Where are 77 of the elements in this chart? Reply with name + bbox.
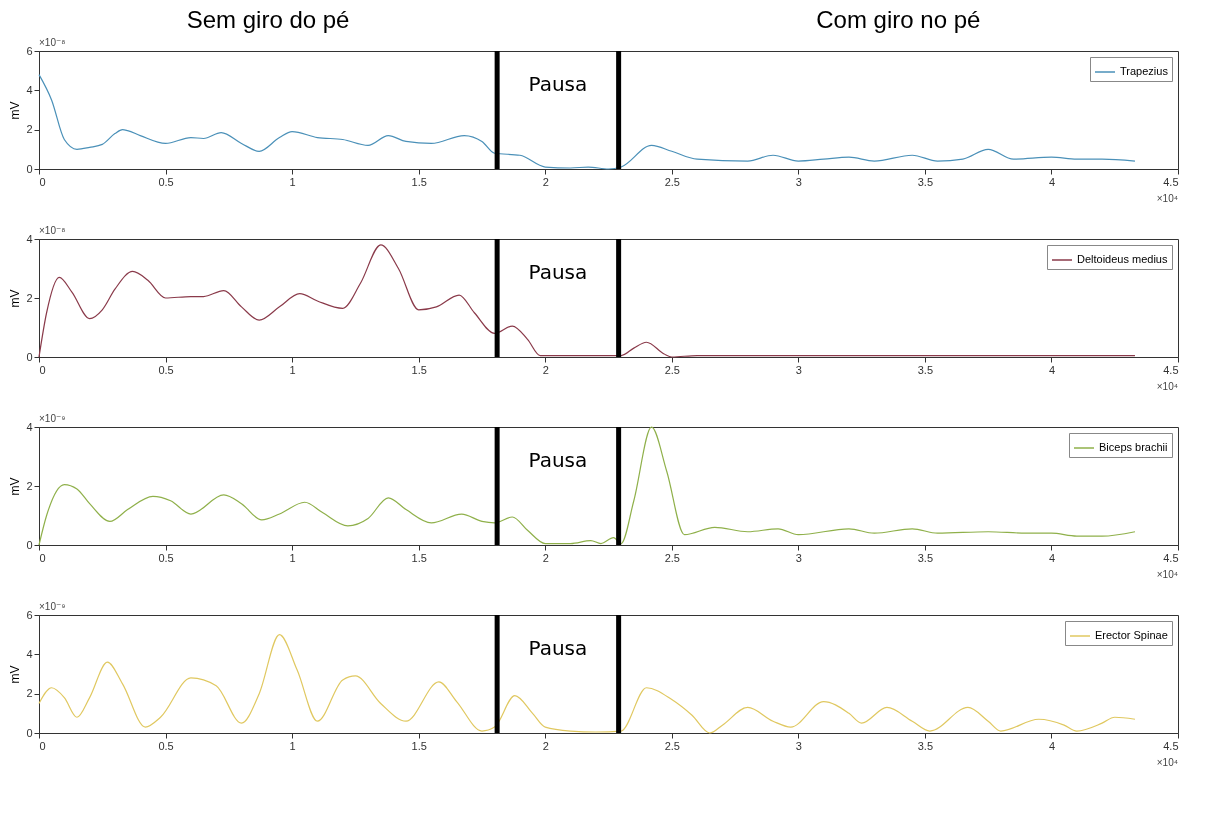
- annotation: Pausa: [528, 260, 588, 284]
- x-tick-label: 0.5: [158, 175, 174, 188]
- legend-label: Biceps brachii: [1099, 441, 1168, 453]
- text: ×10⁻⁹: [39, 601, 66, 612]
- x-tick-label: 1.5: [411, 175, 427, 188]
- x-tick-label: 0.5: [158, 739, 174, 752]
- x-tick-label: 0: [39, 739, 46, 752]
- x-tick-label: 2.5: [664, 363, 680, 376]
- text: Com giro no pé: [816, 6, 981, 33]
- annotation: Pausa: [528, 448, 588, 472]
- x-tick-label: 4.5: [1163, 175, 1179, 188]
- x-tick-label: 3.5: [917, 175, 934, 188]
- x-tick-label: 3: [795, 551, 802, 564]
- x-tick-label: 0.5: [158, 363, 174, 376]
- legend-label: Erector Spinae: [1095, 629, 1168, 641]
- y-tick-label: 6: [26, 608, 33, 621]
- y-axis-title: mV: [8, 289, 23, 308]
- text: Sem giro do pé: [186, 6, 350, 33]
- y-axis-title: mV: [8, 477, 23, 496]
- x-tick-label: 4.5: [1163, 739, 1179, 752]
- x-tick-label: 1: [289, 551, 296, 564]
- y-tick-label: 4: [26, 420, 33, 433]
- x-tick-label: 1.5: [411, 363, 427, 376]
- y-tick-label: 6: [26, 44, 33, 57]
- x-tick-label: 2: [542, 175, 549, 188]
- x-tick-label: 0: [39, 175, 46, 188]
- text: ×10⁻⁸: [39, 37, 66, 48]
- y-axis-title: mV: [8, 101, 23, 120]
- annotation: Pausa: [528, 72, 588, 96]
- x-tick-label: 2: [542, 363, 549, 376]
- text: ×10⁻⁹: [39, 413, 66, 424]
- x-tick-label: 1.5: [411, 739, 427, 752]
- y-tick-label: 4: [26, 232, 33, 245]
- x-tick-label: 3.5: [917, 551, 934, 564]
- y-tick-label: 0: [26, 350, 33, 363]
- x-tick-label: 1: [289, 175, 296, 188]
- legend-label: Deltoideus medius: [1077, 253, 1168, 265]
- x-tick-label: 3.5: [917, 739, 934, 752]
- y-tick-label: 4: [26, 83, 33, 96]
- x-tick-label: 1: [289, 363, 296, 376]
- x-tick-label: 4: [1048, 363, 1056, 376]
- x-tick-label: 3: [795, 175, 802, 188]
- y-tick-label: 2: [26, 479, 33, 492]
- x-tick-label: 4: [1048, 739, 1056, 752]
- x-tick-label: 4: [1048, 175, 1056, 188]
- x-tick-label: 4.5: [1163, 551, 1179, 564]
- line-series: [38, 426, 1136, 546]
- text: ×10⁴: [1156, 381, 1178, 392]
- x-tick-label: 2: [542, 551, 549, 564]
- y-tick-label: 2: [26, 687, 33, 700]
- y-tick-label: 2: [26, 123, 33, 136]
- y-tick-label: 0: [26, 726, 33, 739]
- y-tick-label: 0: [26, 538, 33, 551]
- x-tick-label: 3: [795, 739, 802, 752]
- text: ×10⁻⁸: [39, 225, 66, 236]
- text: ×10⁴: [1156, 757, 1178, 768]
- y-tick-label: 2: [26, 291, 33, 304]
- text: ×10⁴: [1156, 193, 1178, 204]
- x-tick-label: 2: [542, 739, 549, 752]
- x-tick-label: 1.5: [411, 551, 427, 564]
- x-tick-label: 0.5: [158, 551, 174, 564]
- text: ×10⁴: [1156, 569, 1178, 580]
- x-tick-label: 1: [289, 739, 296, 752]
- x-tick-label: 3: [795, 363, 802, 376]
- x-tick-label: 2.5: [664, 551, 680, 564]
- annotation: Pausa: [528, 636, 588, 660]
- x-tick-label: 0: [39, 363, 46, 376]
- x-tick-label: 4.5: [1163, 363, 1179, 376]
- x-tick-label: 2.5: [664, 739, 680, 752]
- legend-label: Trapezius: [1120, 65, 1169, 77]
- y-tick-label: 4: [26, 647, 33, 660]
- x-tick-label: 3.5: [917, 363, 934, 376]
- x-tick-label: 0: [39, 551, 46, 564]
- y-tick-label: 0: [26, 162, 33, 175]
- y-axis-title: mV: [8, 665, 23, 684]
- x-tick-label: 2.5: [664, 175, 680, 188]
- x-tick-label: 4: [1048, 551, 1056, 564]
